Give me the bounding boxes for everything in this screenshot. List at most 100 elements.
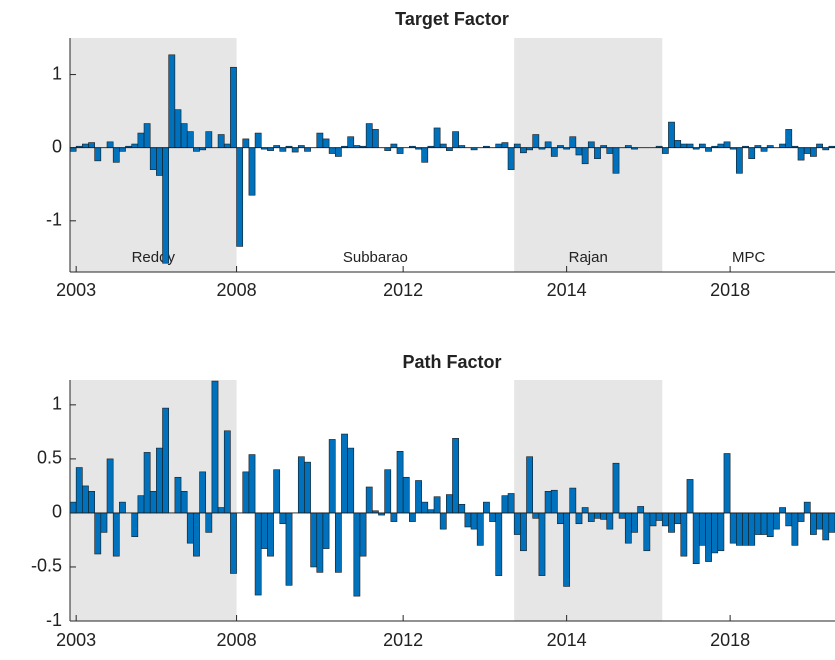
bar bbox=[816, 512, 823, 530]
bar bbox=[162, 147, 170, 264]
bar bbox=[396, 147, 404, 154]
bar bbox=[810, 512, 817, 535]
bar bbox=[550, 147, 558, 157]
bar bbox=[797, 147, 805, 161]
bar bbox=[544, 141, 552, 148]
bar bbox=[489, 512, 496, 522]
bar bbox=[748, 147, 756, 159]
bar bbox=[365, 486, 373, 514]
bar bbox=[723, 141, 731, 148]
bar bbox=[371, 129, 379, 148]
x-tick-label: 2008 bbox=[217, 630, 257, 650]
bar bbox=[557, 512, 564, 525]
bar bbox=[569, 136, 577, 148]
bar bbox=[75, 467, 83, 514]
bar bbox=[427, 509, 435, 514]
chart-title: Path Factor bbox=[402, 352, 501, 372]
bar bbox=[581, 147, 589, 165]
bar bbox=[217, 134, 225, 148]
bar bbox=[186, 512, 194, 544]
bar bbox=[655, 512, 663, 521]
bar bbox=[569, 487, 577, 514]
bar bbox=[742, 512, 749, 546]
bar bbox=[779, 143, 786, 148]
bar bbox=[112, 512, 120, 557]
bar bbox=[773, 512, 780, 530]
bar bbox=[402, 476, 410, 514]
bar bbox=[631, 512, 638, 533]
bar bbox=[156, 447, 163, 514]
bar bbox=[452, 131, 459, 148]
bar bbox=[193, 147, 200, 152]
bar bbox=[131, 143, 139, 148]
bar bbox=[563, 512, 571, 587]
bar bbox=[544, 491, 552, 514]
bar bbox=[452, 438, 459, 514]
bar bbox=[137, 132, 145, 148]
bar bbox=[692, 512, 700, 565]
bar bbox=[686, 479, 694, 514]
bar bbox=[785, 129, 793, 148]
bar bbox=[717, 512, 725, 552]
bar bbox=[476, 512, 484, 546]
bar bbox=[661, 512, 669, 527]
period-label: Subbarao bbox=[343, 249, 408, 266]
bar bbox=[575, 147, 583, 156]
bar bbox=[705, 512, 712, 562]
bar bbox=[483, 501, 490, 514]
bar bbox=[217, 507, 225, 514]
bar bbox=[550, 489, 558, 514]
bar bbox=[205, 131, 213, 148]
bar bbox=[254, 132, 262, 148]
bar bbox=[828, 512, 835, 533]
bar bbox=[174, 476, 182, 514]
bar bbox=[446, 147, 453, 151]
bar bbox=[661, 147, 669, 154]
bar bbox=[470, 512, 478, 530]
bar bbox=[310, 512, 318, 568]
period-label: MPC bbox=[732, 249, 766, 266]
bar bbox=[390, 143, 398, 148]
bar bbox=[735, 147, 743, 174]
x-tick-label: 2014 bbox=[547, 280, 587, 300]
bar bbox=[674, 140, 682, 148]
y-tick-label: 1 bbox=[52, 394, 62, 414]
bar bbox=[193, 512, 200, 557]
bar bbox=[643, 512, 651, 552]
bar bbox=[156, 147, 163, 176]
bar bbox=[649, 512, 657, 527]
bar bbox=[260, 512, 268, 549]
bar bbox=[680, 143, 688, 148]
bar bbox=[433, 127, 441, 148]
bar bbox=[143, 123, 151, 148]
bar bbox=[760, 147, 768, 152]
bar bbox=[723, 453, 731, 514]
bar bbox=[606, 512, 614, 530]
bar bbox=[180, 123, 188, 148]
bar bbox=[390, 512, 398, 522]
bar bbox=[587, 141, 595, 148]
bar bbox=[248, 454, 256, 514]
bar bbox=[69, 501, 77, 514]
bar bbox=[285, 512, 293, 586]
bar bbox=[69, 147, 77, 152]
x-tick-label: 2014 bbox=[547, 630, 587, 650]
bar bbox=[507, 493, 515, 514]
bar bbox=[254, 512, 262, 596]
bar bbox=[353, 512, 361, 597]
bar bbox=[180, 491, 188, 514]
bar bbox=[384, 147, 392, 151]
bar bbox=[316, 512, 324, 573]
bar bbox=[291, 147, 299, 153]
bar bbox=[766, 512, 774, 538]
bar bbox=[279, 147, 287, 152]
x-tick-label: 2018 bbox=[710, 280, 750, 300]
bar bbox=[668, 121, 675, 148]
bar bbox=[211, 380, 219, 514]
bar bbox=[149, 147, 157, 170]
bar bbox=[668, 512, 675, 533]
bar bbox=[273, 469, 281, 514]
bar bbox=[606, 147, 614, 154]
bar bbox=[119, 147, 126, 152]
x-tick-label: 2003 bbox=[56, 280, 96, 300]
